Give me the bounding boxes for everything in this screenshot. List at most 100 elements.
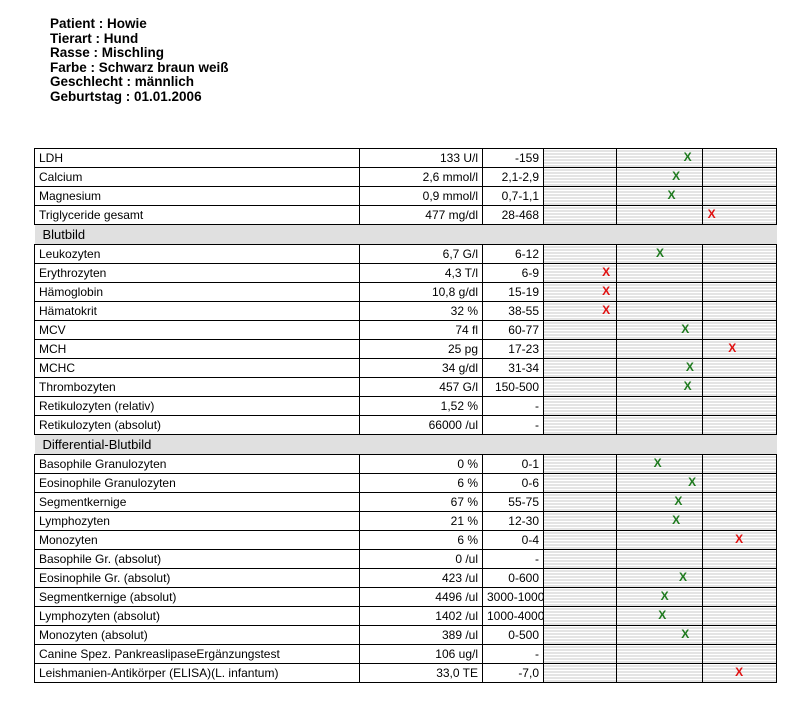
table-row: Retikulozyten (relativ) 1,52 % - <box>34 396 777 416</box>
patient-field: Rasse : Mischling <box>50 45 165 61</box>
reference-range: 0-6 <box>482 473 544 493</box>
range-bar-zone: X <box>616 358 703 378</box>
result-marker: X <box>674 494 683 508</box>
result-marker: X <box>602 284 611 298</box>
range-bar-zone <box>543 587 617 607</box>
range-bar-zone <box>702 587 777 607</box>
reference-range: 150-500 <box>482 377 544 397</box>
result-marker: X <box>602 265 611 279</box>
range-bar-zone: X <box>702 663 777 683</box>
reference-range: 6-9 <box>482 263 544 283</box>
range-bar-zone <box>702 263 777 283</box>
result-marker: X <box>678 570 688 584</box>
range-bar-zone: X <box>616 473 703 493</box>
test-name: Lymphozyten (absolut) <box>34 606 360 626</box>
table-row: Basophile Granulozyten 0 % 0-1 X <box>34 454 777 474</box>
test-name: Erythrozyten <box>34 263 360 283</box>
test-name: Eosinophile Granulozyten <box>34 473 360 493</box>
range-bar-zone <box>543 377 617 397</box>
result-marker: X <box>602 303 611 317</box>
range-bar-zone: X <box>702 530 777 550</box>
reference-range: 0-4 <box>482 530 544 550</box>
range-bar-zone <box>702 377 777 397</box>
range-bar-zone: X <box>616 167 703 187</box>
range-bar-zone <box>616 396 703 416</box>
test-value: 25 pg <box>359 339 483 359</box>
result-marker: X <box>683 379 692 393</box>
range-bar-zone <box>543 148 617 168</box>
result-marker: X <box>658 608 667 622</box>
range-bar-zone: X <box>616 377 703 397</box>
table-row: Segmentkernige (absolut) 4496 /ul 3000-1… <box>34 587 777 607</box>
range-bar-zone <box>702 568 777 588</box>
test-value: 33,0 TE <box>359 663 483 683</box>
reference-range: 2,1-2,9 <box>482 167 544 187</box>
range-bar-zone <box>543 625 617 645</box>
test-name: Magnesium <box>34 186 360 206</box>
test-name: MCH <box>34 339 360 359</box>
range-bar-zone <box>543 530 617 550</box>
test-name: MCHC <box>34 358 360 378</box>
test-name: Basophile Granulozyten <box>34 454 360 474</box>
range-bar-zone <box>543 320 617 340</box>
result-marker: X <box>681 627 690 641</box>
range-bar-zone: X <box>616 244 703 264</box>
range-bar-zone <box>616 301 703 321</box>
test-value: 6,7 G/l <box>359 244 483 264</box>
table-row: Leishmanien-Antikörper (ELISA)(L. infant… <box>34 663 777 683</box>
reference-range: 1000-4000 <box>482 606 544 626</box>
range-bar-zone: X <box>616 568 703 588</box>
range-bar-zone <box>616 415 703 435</box>
table-row: Monozyten (absolut) 389 /ul 0-500 X <box>34 625 777 645</box>
section-header: Differential-Blutbild <box>34 434 777 455</box>
patient-field: Patient : Howie <box>50 16 147 31</box>
range-bar-zone: X <box>616 320 703 340</box>
range-bar-zone <box>543 415 617 435</box>
result-marker: X <box>681 322 690 336</box>
test-value: 106 ug/l <box>359 644 483 664</box>
result-marker: X <box>707 207 716 221</box>
range-bar-zone <box>616 263 703 283</box>
reference-range: 3000-10000 <box>482 587 544 607</box>
table-row: Basophile Gr. (absolut) 0 /ul - <box>34 549 777 569</box>
reference-range: 31-34 <box>482 358 544 378</box>
reference-range: 17-23 <box>482 339 544 359</box>
range-bar-zone <box>543 186 617 206</box>
range-bar-zone <box>702 454 777 474</box>
table-row: Hämoglobin 10,8 g/dl 15-19 X <box>34 282 777 302</box>
test-value: 21 % <box>359 511 483 531</box>
range-bar-zone: X <box>616 606 703 626</box>
patient-field: Farbe : Schwarz braun weiß <box>50 59 229 75</box>
range-bar-zone <box>543 511 617 531</box>
reference-range: 0,7-1,1 <box>482 186 544 206</box>
range-bar-zone <box>543 606 617 626</box>
test-name: Leishmanien-Antikörper (ELISA)(L. infant… <box>34 663 360 683</box>
test-name: Basophile Gr. (absolut) <box>34 549 360 569</box>
reference-range: -159 <box>482 148 544 168</box>
range-bar-zone <box>702 549 777 569</box>
result-marker: X <box>685 360 694 374</box>
table-row: Lymphozyten (absolut) 1402 /ul 1000-4000… <box>34 606 777 626</box>
range-bar-zone <box>543 205 617 225</box>
table-row: Hämatokrit 32 % 38-55 X <box>34 301 777 321</box>
patient-field: Geschlecht : männlich <box>50 74 195 90</box>
test-name: Calcium <box>34 167 360 187</box>
range-bar-zone <box>702 511 777 531</box>
range-bar-zone <box>702 415 777 435</box>
table-row: Thrombozyten 457 G/l 150-500 X <box>34 377 777 397</box>
result-marker: X <box>655 246 665 260</box>
test-value: 4496 /ul <box>359 587 483 607</box>
range-bar-zone <box>543 454 617 474</box>
reference-range: 28-468 <box>482 205 544 225</box>
test-value: 67 % <box>359 492 483 512</box>
range-bar-zone <box>702 320 777 340</box>
range-bar-zone <box>616 205 703 225</box>
range-bar-zone: X <box>702 205 777 225</box>
range-bar-zone <box>616 549 703 569</box>
reference-range: 0-500 <box>482 625 544 645</box>
range-bar-zone: X <box>616 186 703 206</box>
range-bar-zone <box>616 644 703 664</box>
result-marker: X <box>653 456 662 470</box>
range-bar-zone <box>702 148 777 168</box>
table-row: Calcium 2,6 mmol/l 2,1-2,9 X <box>34 167 777 187</box>
